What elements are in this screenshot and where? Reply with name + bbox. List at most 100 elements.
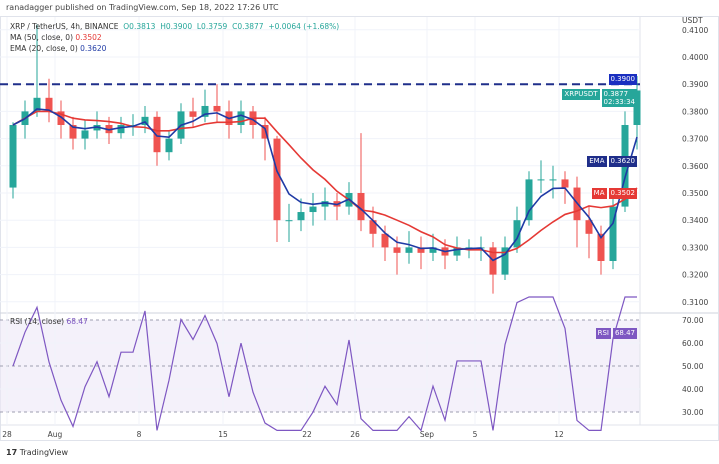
candle-body	[129, 125, 137, 126]
rsi-tick-label: 50.00	[682, 362, 704, 371]
candle-body	[297, 212, 305, 221]
last-price-tag-row: XRPUSDT 0.3877 02:33:34	[562, 89, 637, 107]
candle-body	[381, 233, 389, 248]
candle-body	[417, 247, 425, 253]
currency-label: USDT	[682, 16, 703, 25]
symbol-tag: XRPUSDT	[562, 89, 600, 100]
resistance-price-tag: 0.3900	[608, 74, 637, 85]
time-tick-label: 5	[473, 430, 478, 439]
candle-body	[189, 111, 197, 117]
candle-body	[537, 179, 545, 181]
rsi-tick-label: 60.00	[682, 339, 704, 348]
time-tick-label: 26	[350, 430, 360, 439]
ema-value: 0.3620	[80, 44, 107, 53]
rsi-tick-label: 70.00	[682, 316, 704, 325]
candle-body	[309, 206, 317, 213]
candle-body	[357, 193, 365, 221]
rsi-tag-label: RSI	[595, 328, 611, 339]
rsi-tick-label: 40.00	[682, 385, 704, 394]
candle-body	[429, 247, 437, 253]
ema-legend[interactable]: EMA (20, close, 0) 0.3620	[10, 44, 106, 53]
candle-body	[69, 125, 77, 139]
candle-body	[45, 97, 53, 112]
candle-body	[33, 97, 41, 112]
candle-body	[165, 138, 173, 153]
price-tick-label: 0.3400	[682, 216, 708, 225]
ema-tag: 0.3620	[608, 156, 637, 167]
rsi-tick-label: 30.00	[682, 408, 704, 417]
ma-line	[12, 110, 638, 254]
last-price-tag: 0.3877 02:33:34	[601, 89, 637, 107]
candle-body	[609, 206, 617, 261]
candle-body	[525, 179, 533, 221]
candle-body	[597, 233, 605, 261]
price-tick-label: 0.4000	[682, 53, 708, 62]
candle-body	[633, 90, 641, 125]
rsi-tag-row: RSI 68.47	[595, 328, 637, 339]
price-tick-label: 0.3600	[682, 162, 708, 171]
ema-label: EMA (20, close, 0)	[10, 44, 78, 53]
candle-body	[153, 116, 161, 153]
time-tick-label: 8	[137, 430, 142, 439]
bar-countdown: 02:33:34	[603, 98, 635, 106]
ma-value: 0.3502	[75, 33, 102, 42]
candle-body	[273, 138, 281, 221]
candle-body	[585, 220, 593, 234]
price-tick-label: 0.3200	[682, 271, 708, 280]
price-tick-label: 0.3100	[682, 298, 708, 307]
time-tick-label: 12	[554, 430, 564, 439]
time-tick-label: Aug	[48, 430, 63, 439]
ma-tag: 0.3502	[608, 188, 637, 199]
candle-body	[513, 220, 521, 248]
candle-body	[81, 130, 89, 139]
symbol-legend: XRP / TetherUS, 4h, BINANCE O0.3813 H0.3…	[10, 22, 339, 31]
ma-label: MA (50, close, 0)	[10, 33, 74, 42]
tradingview-logo[interactable]: 17 TradingView	[6, 448, 68, 457]
rsi-label: RSI (14, close)	[10, 317, 65, 326]
tv-logo-icon: 17	[6, 448, 18, 457]
close-value: C0.3877	[232, 22, 264, 31]
time-tick-label: 15	[218, 430, 228, 439]
ema-tag-label: EMA	[587, 156, 607, 167]
candle-body	[393, 247, 401, 253]
ema-line	[12, 108, 638, 262]
candle-body	[141, 116, 149, 125]
candle-body	[213, 105, 221, 112]
ma-tag-label: MA	[591, 188, 607, 199]
candle-body	[405, 247, 413, 253]
rsi-legend[interactable]: RSI (14, close) 68.47	[10, 317, 88, 326]
candle-body	[237, 111, 245, 125]
ma-tag-row: MA 0.3502	[591, 188, 637, 199]
candle-body	[201, 105, 209, 117]
price-tick-label: 0.3800	[682, 107, 708, 116]
candle-body	[57, 111, 65, 125]
resistance-tag-row: 0.3900	[608, 74, 637, 85]
change-value: +0.0064 (+1.68%)	[268, 22, 340, 31]
price-tick-label: 0.4100	[682, 26, 708, 35]
price-tick-label: 0.3500	[682, 189, 708, 198]
time-tick-label: 28	[2, 430, 12, 439]
publisher-line: ranadagger published on TradingView.com,…	[6, 3, 279, 12]
rsi-tag: 68.47	[612, 328, 637, 339]
time-tick-label: 22	[302, 430, 312, 439]
candle-body	[501, 247, 509, 275]
footer-brand: TradingView	[19, 448, 69, 457]
low-value: L0.3759	[196, 22, 228, 31]
candle-body	[561, 179, 569, 188]
candle-body	[369, 220, 377, 234]
candle-body	[453, 247, 461, 256]
candle-body	[549, 179, 557, 181]
ema-tag-row: EMA 0.3620	[587, 156, 637, 167]
candle-body	[285, 220, 293, 222]
symbol-title: XRP / TetherUS, 4h, BINANCE	[10, 22, 119, 31]
time-tick-label: Sep	[420, 430, 434, 439]
price-tick-label: 0.3300	[682, 243, 708, 252]
price-tick-label: 0.3700	[682, 135, 708, 144]
ma-legend[interactable]: MA (50, close, 0) 0.3502	[10, 33, 102, 42]
high-value: H0.3900	[160, 22, 193, 31]
rsi-line	[12, 296, 637, 432]
open-value: O0.3813	[123, 22, 156, 31]
candle-body	[9, 125, 17, 188]
rsi-value: 68.47	[66, 317, 88, 326]
